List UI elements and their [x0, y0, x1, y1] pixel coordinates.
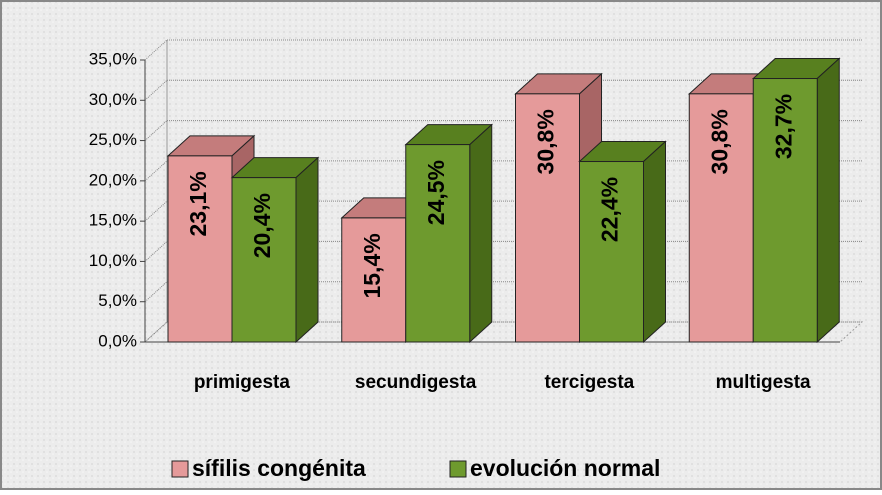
bar [579, 161, 644, 343]
y-tick-label: 25,0% [89, 130, 137, 149]
y-tick-label: 35,0% [89, 49, 137, 68]
y-tick-label: 5,0% [98, 291, 137, 310]
value-label: 22,4% [597, 177, 623, 242]
bar-side [295, 156, 319, 344]
bar-side [816, 57, 840, 344]
y-tick-label: 0,0% [98, 331, 137, 350]
y-tick-label: 15,0% [89, 211, 137, 230]
value-label: 23,1% [185, 171, 211, 236]
x-tick-label: multigesta [716, 372, 811, 393]
value-label: 15,4% [359, 233, 385, 298]
bar [231, 177, 297, 343]
y-tick-label: 10,0% [89, 251, 137, 270]
value-label: 20,4% [249, 193, 275, 258]
bar-side [469, 123, 493, 344]
value-label: 30,8% [533, 109, 559, 174]
bar [167, 155, 233, 343]
grid-diag [144, 241, 168, 262]
grid-diag [144, 321, 168, 343]
legend-label: evolución normal [470, 455, 660, 481]
grid-diag [144, 160, 168, 182]
value-label: 24,5% [423, 160, 449, 225]
grid-diag [144, 281, 168, 303]
x-tick-label: tercigesta [544, 372, 634, 393]
grid-diag [144, 79, 168, 101]
legend-swatch [449, 460, 467, 478]
x-tick-label: primigesta [194, 372, 291, 393]
y-tick-label: 20,0% [89, 170, 137, 189]
bar [515, 93, 580, 343]
bar-side [643, 140, 666, 344]
bar [752, 78, 818, 343]
legend-swatch [171, 460, 189, 478]
bar [688, 93, 754, 343]
grid-diag [144, 39, 168, 61]
grid-diag [144, 200, 168, 222]
legend-label: sífilis congénita [192, 455, 366, 481]
grid-diag [144, 120, 168, 141]
value-label: 32,7% [770, 94, 796, 159]
bar [405, 144, 471, 343]
y-tick-label: 30,0% [89, 90, 137, 109]
value-label: 30,8% [706, 109, 732, 174]
x-tick-label: secundigesta [355, 372, 477, 393]
